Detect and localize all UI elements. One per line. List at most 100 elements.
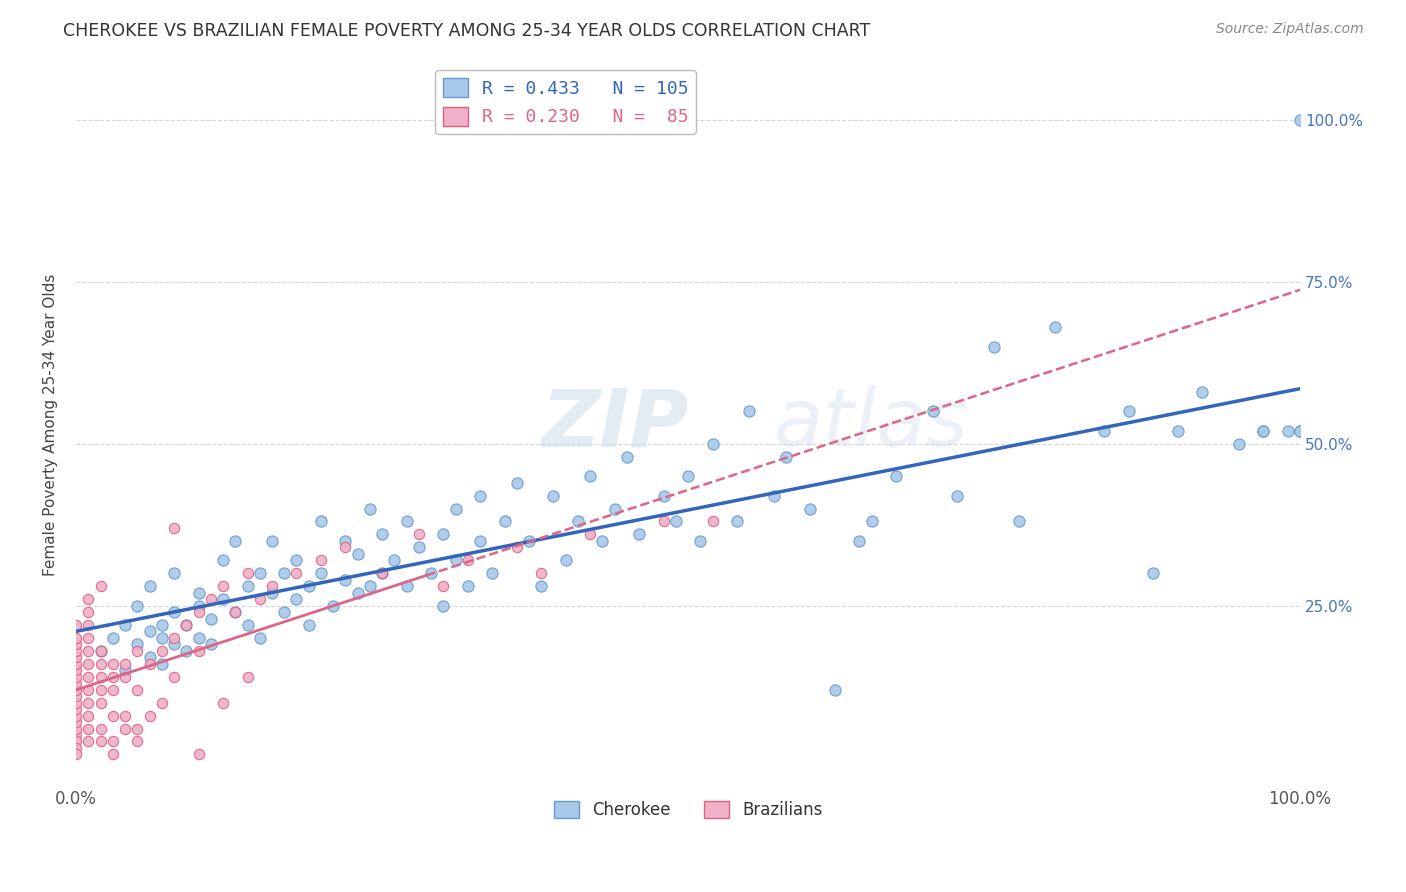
Point: [77, 722, 100, 736]
Point: [90, 682, 112, 697]
Point: [1191, 385, 1213, 400]
Point: [285, 566, 308, 581]
Point: [65, 670, 87, 684]
Point: [150, 631, 173, 645]
Point: [1253, 424, 1275, 438]
Point: [468, 533, 491, 548]
Legend: Cherokee, Brazilians: Cherokee, Brazilians: [547, 794, 830, 825]
Point: [77, 631, 100, 645]
Point: [90, 670, 112, 684]
Point: [77, 618, 100, 632]
Point: [212, 553, 235, 567]
Point: [506, 475, 529, 490]
Point: [1277, 424, 1299, 438]
Point: [77, 696, 100, 710]
Point: [163, 521, 186, 535]
Point: [65, 734, 87, 748]
Point: [762, 489, 785, 503]
Point: [77, 592, 100, 607]
Point: [65, 722, 87, 736]
Point: [224, 605, 246, 619]
Point: [273, 566, 295, 581]
Point: [420, 566, 443, 581]
Point: [163, 566, 186, 581]
Y-axis label: Female Poverty Among 25-34 Year Olds: Female Poverty Among 25-34 Year Olds: [44, 273, 58, 575]
Point: [127, 644, 149, 658]
Point: [702, 515, 724, 529]
Point: [77, 605, 100, 619]
Point: [114, 657, 136, 671]
Point: [187, 585, 209, 599]
Point: [652, 515, 675, 529]
Point: [1007, 515, 1029, 529]
Point: [236, 618, 259, 632]
Point: [77, 657, 100, 671]
Point: [187, 631, 209, 645]
Point: [591, 533, 613, 548]
Point: [628, 527, 651, 541]
Point: [65, 663, 87, 677]
Point: [77, 644, 100, 658]
Point: [530, 566, 553, 581]
Point: [652, 489, 675, 503]
Point: [530, 579, 553, 593]
Point: [371, 566, 394, 581]
Point: [90, 722, 112, 736]
Point: [408, 541, 430, 555]
Text: ZIP: ZIP: [541, 385, 689, 464]
Point: [725, 515, 748, 529]
Point: [517, 533, 540, 548]
Text: Source: ZipAtlas.com: Source: ZipAtlas.com: [1216, 22, 1364, 37]
Point: [101, 631, 124, 645]
Point: [273, 605, 295, 619]
Point: [481, 566, 503, 581]
Point: [65, 637, 87, 651]
Point: [77, 708, 100, 723]
Point: [127, 599, 149, 613]
Point: [150, 657, 173, 671]
Point: [101, 734, 124, 748]
Point: [65, 696, 87, 710]
Point: [212, 696, 235, 710]
Point: [1167, 424, 1189, 438]
Point: [150, 644, 173, 658]
Point: [150, 696, 173, 710]
Point: [150, 618, 173, 632]
Point: [260, 533, 283, 548]
Point: [249, 631, 271, 645]
Point: [101, 657, 124, 671]
Point: [1253, 424, 1275, 438]
Point: [163, 670, 186, 684]
Point: [212, 592, 235, 607]
Point: [554, 553, 576, 567]
Point: [298, 579, 321, 593]
Point: [249, 566, 271, 581]
Point: [371, 527, 394, 541]
Point: [212, 579, 235, 593]
Point: [309, 515, 332, 529]
Point: [1092, 424, 1115, 438]
Point: [90, 644, 112, 658]
Point: [138, 657, 160, 671]
Text: CHEROKEE VS BRAZILIAN FEMALE POVERTY AMONG 25-34 YEAR OLDS CORRELATION CHART: CHEROKEE VS BRAZILIAN FEMALE POVERTY AMO…: [63, 22, 870, 40]
Point: [249, 592, 271, 607]
Point: [1289, 424, 1312, 438]
Point: [457, 579, 479, 593]
Point: [309, 553, 332, 567]
Point: [579, 527, 602, 541]
Point: [702, 437, 724, 451]
Point: [1289, 424, 1312, 438]
Point: [90, 644, 112, 658]
Point: [127, 734, 149, 748]
Point: [579, 469, 602, 483]
Point: [90, 696, 112, 710]
Point: [65, 728, 87, 742]
Point: [77, 734, 100, 748]
Point: [395, 515, 418, 529]
Point: [346, 547, 368, 561]
Point: [77, 670, 100, 684]
Point: [457, 553, 479, 567]
Point: [359, 501, 381, 516]
Point: [506, 541, 529, 555]
Point: [101, 670, 124, 684]
